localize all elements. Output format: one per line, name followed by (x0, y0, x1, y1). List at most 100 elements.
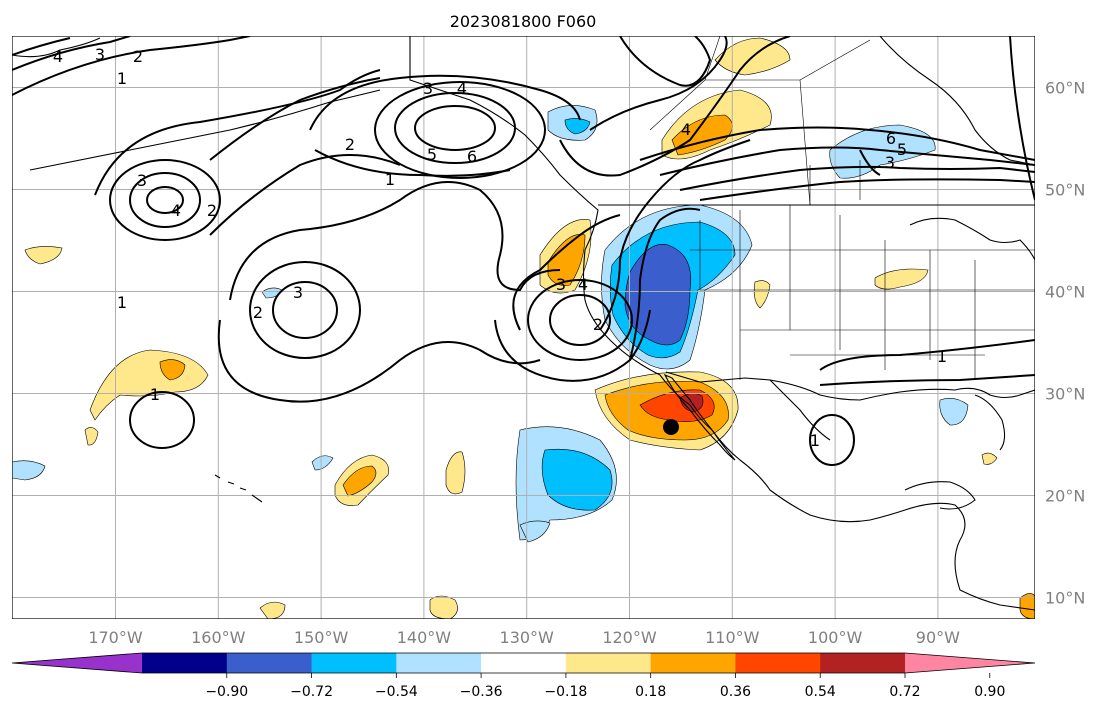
colorbar-tick-label: 0.90 (974, 684, 1005, 700)
positive-shading-area (159, 359, 186, 381)
us-mexico-border (665, 371, 831, 441)
positive-shading-area (1019, 593, 1035, 619)
negative-shading-area (311, 455, 334, 471)
contour-line (512, 214, 621, 331)
graticule (12, 36, 1035, 619)
contour-label: 1 (385, 170, 395, 189)
land-outlines (12, 36, 1035, 611)
contour-line (1009, 36, 1035, 201)
colorbar-segment (820, 653, 906, 673)
contour-label: 2 (345, 135, 355, 154)
latitude-labels: 60°N 50°N 40°N 30°N 20°N 10°N (1045, 79, 1085, 608)
contour-label: 3 (885, 153, 895, 172)
longitude-labels: 170°W 160°W 150°W 140°W 130°W 120°W 110°W 100°W… (88, 628, 960, 647)
contour-line (249, 261, 361, 359)
contour-label: 5 (897, 140, 907, 159)
negative-shading-area (519, 520, 551, 543)
contour-line (109, 159, 221, 241)
contour-label: 6 (467, 147, 477, 166)
contour-label: 3 (423, 79, 433, 98)
contour-label: 1 (117, 69, 127, 88)
colorbar-tick-label: 0.36 (720, 684, 751, 700)
contour-labels: 4 3 2 1 2 3 4 1 2 3 4 5 6 1 2 3 4 3 2 1 … (53, 45, 947, 450)
contour-label: 2 (593, 315, 603, 334)
contour-line (549, 294, 611, 346)
longitude-tick-label: 130°W (500, 628, 555, 647)
latitude-tick-label: 20°N (1045, 487, 1085, 506)
contour-line (819, 374, 1035, 386)
contour-label: 4 (53, 47, 63, 66)
contour-line (146, 186, 184, 214)
colorbar-extend-min (12, 653, 142, 673)
colorbar-extend-max (905, 653, 1035, 673)
contour-line (527, 279, 633, 361)
colorbar-segment (226, 653, 313, 673)
canada-province-border (649, 36, 871, 206)
contour-line (94, 69, 381, 196)
positive-shading-area (981, 452, 998, 465)
contour-label: 4 (578, 275, 588, 294)
north-america-coastline (409, 36, 1035, 611)
positive-shading-area (342, 465, 377, 497)
contour-label: 3 (293, 283, 303, 302)
positive-shading-area (24, 246, 63, 265)
positive-shading-area (547, 234, 586, 286)
contour-line (12, 37, 71, 56)
contour-line (129, 172, 201, 228)
colorbar-segment (481, 653, 567, 673)
colorbar-tick-label: 0.18 (635, 684, 666, 700)
contour-label: 6 (886, 129, 896, 148)
contour-line (639, 126, 1035, 161)
longitude-tick-label: 90°W (916, 628, 960, 647)
contour-label: 2 (207, 201, 217, 220)
contour-label: 4 (171, 201, 181, 220)
contour-label: 5 (427, 145, 437, 164)
negative-shading-area (541, 448, 613, 511)
positive-shading-area (429, 595, 458, 619)
storm-center-marker (663, 419, 679, 435)
contour-line (414, 105, 496, 151)
longitude-tick-label: 160°W (191, 628, 246, 647)
colorbar-tick-label: −0.54 (375, 684, 418, 700)
contour-line (699, 178, 1035, 201)
latitude-tick-label: 40°N (1045, 283, 1085, 302)
contour-label: 4 (681, 120, 691, 139)
contour-label: 1 (937, 347, 947, 366)
colorbar-tick-label: −0.36 (460, 684, 503, 700)
contour-line (589, 36, 728, 131)
negative-shading-area (939, 398, 969, 426)
colorbar-tick-label: 0.54 (805, 684, 836, 700)
colorbar-tick-label: −0.90 (205, 684, 248, 700)
latitude-tick-label: 60°N (1045, 79, 1085, 98)
latitude-tick-label: 10°N (1045, 589, 1085, 608)
colorbar-tick-label: −0.72 (290, 684, 333, 700)
contour-label: 1 (150, 385, 160, 404)
positive-shading-area (874, 268, 929, 290)
colorbar-segment (650, 653, 736, 673)
negative-shading-area (12, 460, 46, 481)
negative-shading-area (829, 124, 936, 179)
contour-line (599, 139, 751, 331)
longitude-tick-label: 150°W (294, 628, 349, 647)
latitude-tick-label: 50°N (1045, 181, 1085, 200)
kamchatka-outline (12, 37, 101, 58)
hudson-bay-coast (879, 36, 1035, 166)
colorbar-segment (396, 653, 482, 673)
aleutian-chain (29, 89, 381, 171)
contour-line (394, 92, 516, 164)
yucatan-outline (904, 481, 976, 510)
gulf-of-mexico-coast (769, 379, 1035, 401)
contour-line (12, 36, 131, 71)
colorbar-outline (11, 652, 1036, 674)
hawaii-islands (214, 474, 263, 503)
positive-shading-area (84, 427, 99, 446)
contour-line (374, 81, 546, 179)
contour-line (559, 36, 791, 177)
baja-california-outline (663, 373, 736, 461)
contour-line (272, 281, 338, 339)
contour-label: 3 (95, 45, 105, 64)
map-title: 2023081800 F060 (450, 12, 597, 31)
contour-line (659, 146, 1035, 176)
contour-line (309, 74, 581, 131)
colorbar-segment (142, 653, 228, 673)
